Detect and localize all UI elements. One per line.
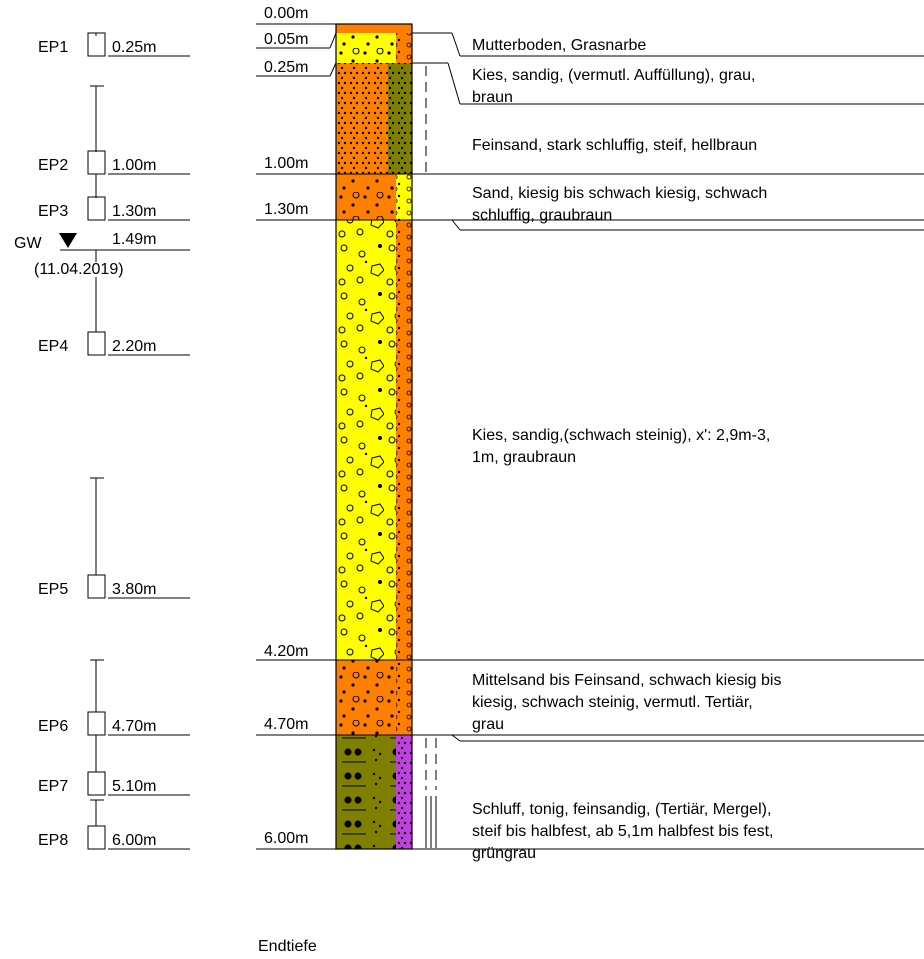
sample-label: EP6 [38,718,68,735]
layer-description: Mutterboden, Grasnarbe [472,37,646,54]
groundwater-depth: 1.49m [112,231,156,248]
sample-ep3: EP3 1.30m [38,196,190,221]
sample-ep4: EP4 2.20m [38,331,190,356]
sample-box [87,150,106,175]
sample-label: EP4 [38,338,68,355]
sample-label: EP2 [38,157,68,174]
layer-description: Schluff, tonig, feinsandig, (Tertiär, Me… [472,801,774,862]
layer-description: Sand, kiesig bis schwach kiesig, schwach… [472,185,767,224]
sample-ep7: EP7 5.10m [38,771,190,796]
layer-sand [336,174,412,220]
boundary-line [447,62,461,105]
sample-box [87,711,106,736]
groundwater-label: GW [14,235,42,252]
sample-depth: 4.70m [112,718,156,735]
boundary-line [451,219,461,231]
sample-ep2: EP2 1.00m [38,150,190,175]
sample-ep6: EP6 4.70m [38,711,190,736]
layer-description: Mittelsand bis Feinsand, schwach kiesig … [472,672,781,733]
sample-depth: 1.30m [112,203,156,220]
sample-box [87,574,106,599]
sample-box [87,331,106,356]
boundary-line [329,32,337,49]
boundary-line [451,734,461,742]
layer-topsoil-2 [336,33,412,63]
depth-labels: 0.00m 0.05m 0.25m 1.00m 1.30m 4.20m 4.70m 6.00m [264,5,308,847]
groundwater-marker: GW 1.49m (11.04.2019) [14,231,190,278]
sample-label: EP3 [38,203,68,220]
sample-box [87,32,106,57]
sample-label: EP5 [38,581,68,598]
depth-label: 0.25m [264,59,308,76]
sample-depth: 6.00m [112,832,156,849]
layer-medium-sand [336,660,412,735]
layer-description: Kies, sandig,(schwach steinig), x': 2,9m… [472,427,770,466]
sample-ep8: EP8 6.00m [38,825,190,850]
boundary-line [329,62,337,77]
layer-topsoil [336,24,412,33]
layer-description: Feinsand, stark schluffig, steif, hellbr… [472,137,757,154]
depth-label: 6.00m [264,830,308,847]
sample-depth: 1.00m [112,157,156,174]
boundary-line [451,32,461,57]
sample-label: EP7 [38,778,68,795]
sample-column: EP1 0.25m EP2 1.00m EP3 1.30m EP4 2.20m EP5 3.80m… [14,32,190,850]
depth-label: 4.70m [264,716,308,733]
layer-boundaries [256,23,924,850]
sample-depth: 0.25m [112,39,156,56]
sample-depth: 5.10m [112,778,156,795]
layer-gravel [336,220,412,660]
sample-box [87,196,106,221]
layer-descriptions: Mutterboden, Grasnarbe Kies, sandig, (ver… [472,37,781,862]
layer-description: Kies, sandig, (vermutl. Auffüllung), gra… [472,67,755,106]
depth-label: 1.30m [264,201,308,218]
sample-ep5: EP5 3.80m [38,574,190,599]
sample-ep1: EP1 0.25m [38,32,190,57]
depth-label: 1.00m [264,155,308,172]
layer-fill [336,63,412,174]
sample-box [87,825,106,850]
depth-label: 4.20m [264,643,308,660]
groundwater-date: (11.04.2019) [34,261,124,278]
sample-label: EP8 [38,832,68,849]
layer-silt [336,735,412,849]
soil-layers [335,23,437,850]
sample-depth: 2.20m [112,338,156,355]
groundwater-triangle-icon [59,233,77,248]
sample-label: EP1 [38,39,68,56]
depth-label: 0.00m [264,5,308,22]
end-depth-label: Endtiefe [258,938,317,955]
sample-box [87,771,106,796]
depth-label: 0.05m [264,31,308,48]
sample-depth: 3.80m [112,581,156,598]
